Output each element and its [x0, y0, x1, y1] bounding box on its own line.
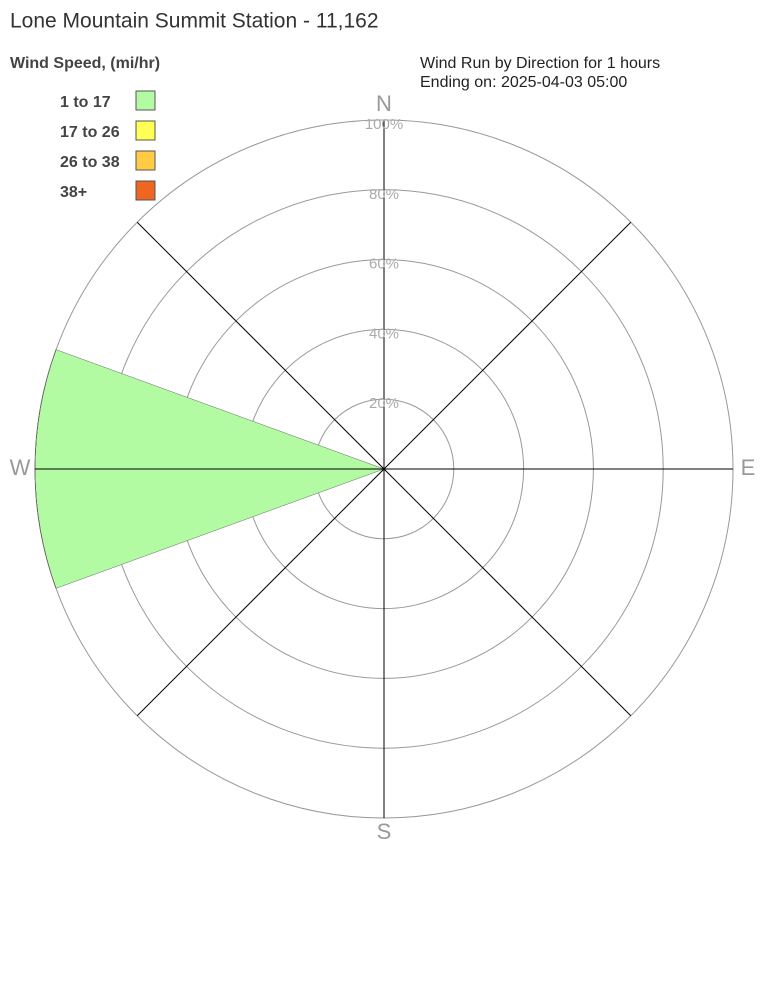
legend-title: Wind Speed, (mi/hr) [10, 55, 160, 72]
labels: 20% 40% 60% 80% 100%N E S W [10, 91, 756, 844]
spoke [383, 221, 632, 470]
chart-title: Lone Mountain Summit Station - 11,162 [10, 10, 379, 33]
spoke [383, 468, 632, 717]
wedge [34, 349, 57, 589]
legend-label: 17 to 26 [60, 124, 120, 141]
legend-swatch [135, 180, 156, 201]
subtitle: Ending on: 2025-04-03 05:00 [420, 74, 627, 91]
legend-swatch [135, 120, 156, 141]
legend-swatch [135, 150, 156, 171]
ring-label: 100% [365, 116, 403, 133]
legend-label: 38+ [60, 184, 87, 201]
direction-label: W [10, 455, 31, 480]
legend-label: 26 to 38 [60, 154, 120, 171]
ring-label: 60% [369, 256, 399, 273]
spoke [136, 221, 385, 470]
ring-label: 20% [369, 395, 399, 412]
legend-label: 1 to 17 [60, 94, 111, 111]
legend: 1 to 17 17 to 26 26 to 38 38+ [60, 90, 156, 201]
legend-swatch [135, 90, 156, 111]
direction-label: N [376, 91, 392, 116]
subtitle: Wind Run by Direction for 1 hours [420, 55, 660, 72]
ring-label: 80% [369, 186, 399, 203]
spoke [136, 468, 385, 717]
spokes [35, 120, 733, 818]
direction-label: S [377, 819, 392, 844]
direction-label: E [741, 455, 756, 480]
ring-label: 40% [369, 325, 399, 342]
